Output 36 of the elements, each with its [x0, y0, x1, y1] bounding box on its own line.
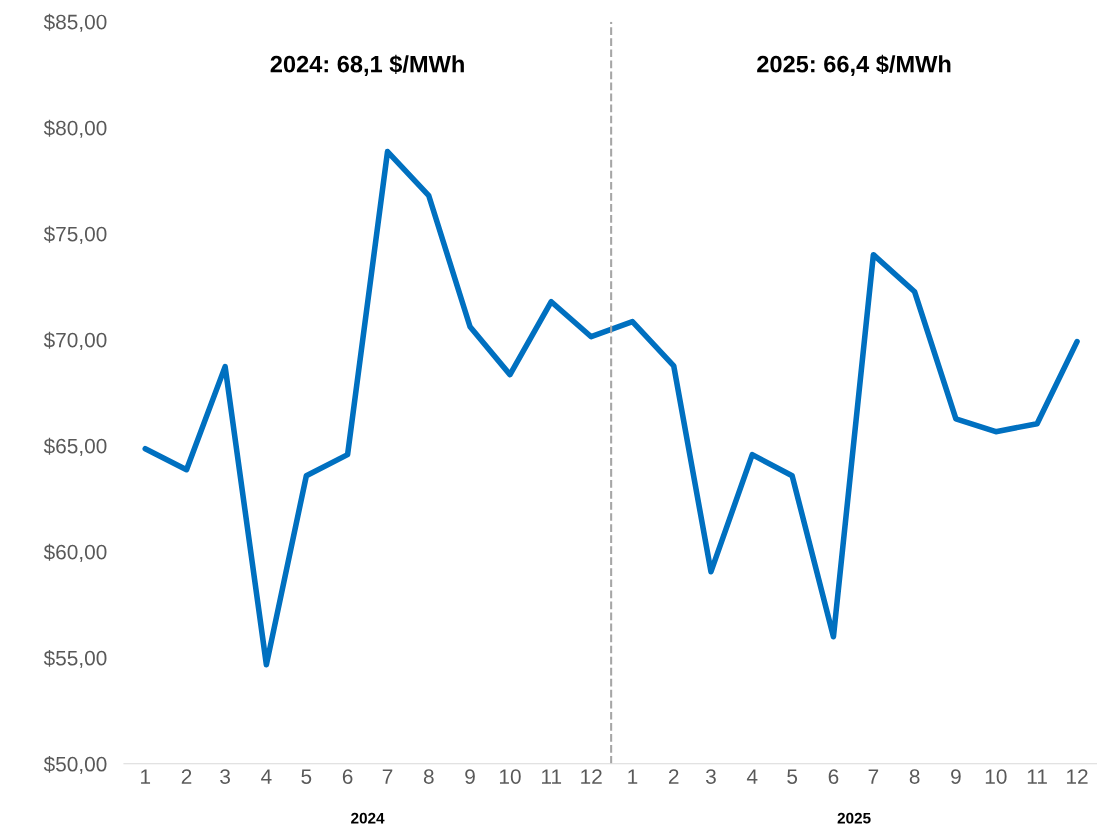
y-tick-label: $65,00 — [43, 437, 107, 456]
x-tick-label: 1 — [628, 769, 638, 784]
y-tick-label: $50,00 — [43, 755, 107, 774]
x-tick-label: 5 — [787, 769, 798, 784]
x-tick-label: 10 — [499, 769, 521, 784]
y-tick-label: $70,00 — [43, 331, 107, 350]
x-tick-label: 7 — [382, 769, 393, 784]
x-tick-label: 5 — [301, 769, 312, 784]
x-tick-label: 9 — [465, 769, 475, 784]
x-tick-label: 9 — [951, 769, 961, 784]
x-tick-label: 2 — [668, 769, 679, 784]
x-tick-label: 8 — [909, 769, 920, 784]
x-tick-label: 1 — [141, 769, 151, 784]
x-tick-label: 6 — [342, 769, 353, 784]
y-tick-label: $75,00 — [43, 225, 107, 244]
text: 2024 — [351, 812, 385, 824]
y-tick-label: $80,00 — [43, 119, 107, 138]
x-tick-label: 4 — [261, 769, 272, 784]
y-tick-label: $85,00 — [43, 13, 107, 32]
x-tick-label: 6 — [828, 769, 839, 784]
x-tick-label: 4 — [746, 769, 758, 784]
x-tick-label: 8 — [423, 769, 434, 784]
y-tick-label: $60,00 — [43, 543, 107, 562]
text: 2025 — [837, 812, 871, 824]
x-tick-label: 11 — [1027, 769, 1047, 784]
y-tick-label: $55,00 — [43, 649, 107, 668]
x-tick-label: 10 — [985, 769, 1007, 784]
annotation: 2024: 68,1 $/MWh — [270, 54, 464, 76]
x-tick-label: 12 — [1067, 769, 1088, 784]
x-tick-label: 3 — [220, 769, 230, 784]
x-tick-label: 3 — [705, 769, 716, 784]
annotation: 2025: 66,4 $/MWh — [757, 54, 951, 76]
x-tick-label: 12 — [581, 769, 602, 784]
x-tick-label: 2 — [181, 769, 192, 784]
x-tick-label: 7 — [868, 769, 879, 784]
x-tick-label: 11 — [542, 769, 562, 784]
